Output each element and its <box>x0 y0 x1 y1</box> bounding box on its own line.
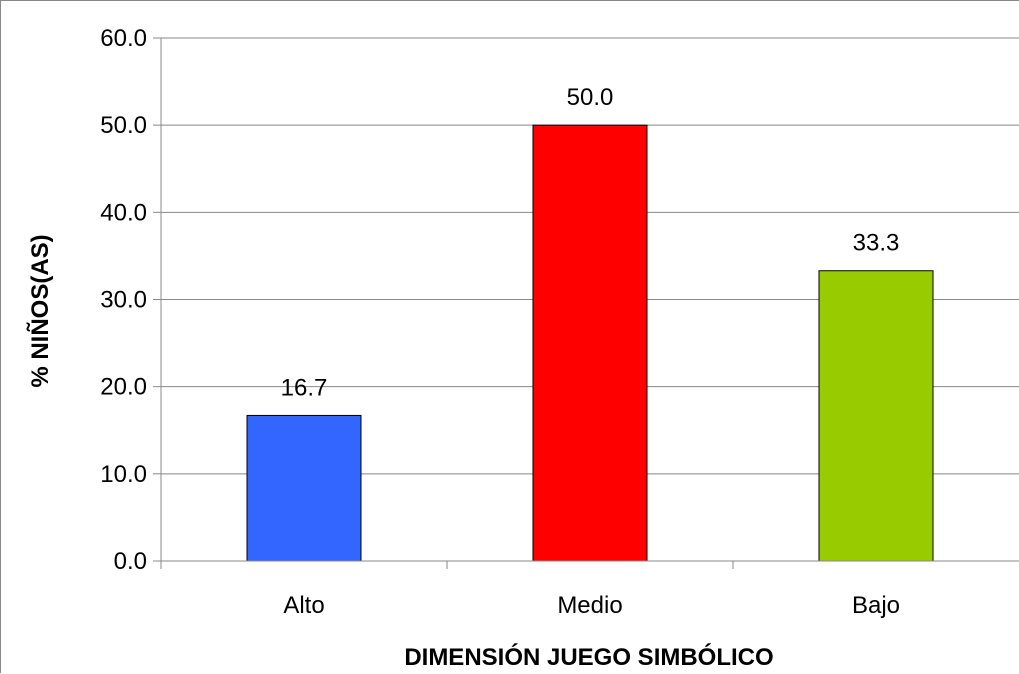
y-tick-label: 60.0 <box>100 25 147 52</box>
bar-bajo <box>818 270 934 562</box>
y-tick-label: 50.0 <box>100 112 147 139</box>
x-tick-label-bajo: Bajo <box>852 592 900 619</box>
y-tick-label: 20.0 <box>100 374 147 401</box>
data-label-medio: 50.0 <box>567 84 614 111</box>
data-label-bajo: 33.3 <box>853 230 900 257</box>
x-tick-label-medio: Medio <box>557 592 622 619</box>
axes <box>153 37 1019 569</box>
y-tick-label: 10.0 <box>100 461 147 488</box>
bars <box>246 124 934 562</box>
y-axis-title: % NIÑOS(AS) <box>26 234 54 387</box>
x-axis-title: DIMENSIÓN JUEGO SIMBÓLICO <box>404 643 773 671</box>
y-tick-label: 30.0 <box>100 287 147 314</box>
y-tick-label: 40.0 <box>100 199 147 226</box>
bar-medio <box>532 124 648 562</box>
data-label-alto: 16.7 <box>281 374 328 401</box>
y-tick-label: 0.0 <box>114 548 147 575</box>
x-tick-label-alto: Alto <box>283 592 324 619</box>
bar-alto <box>246 414 362 562</box>
labels: 0.0 10.0 20.0 30.0 40.0 50.0 60.0 16.7 Alto 50.0 M… <box>100 25 900 619</box>
